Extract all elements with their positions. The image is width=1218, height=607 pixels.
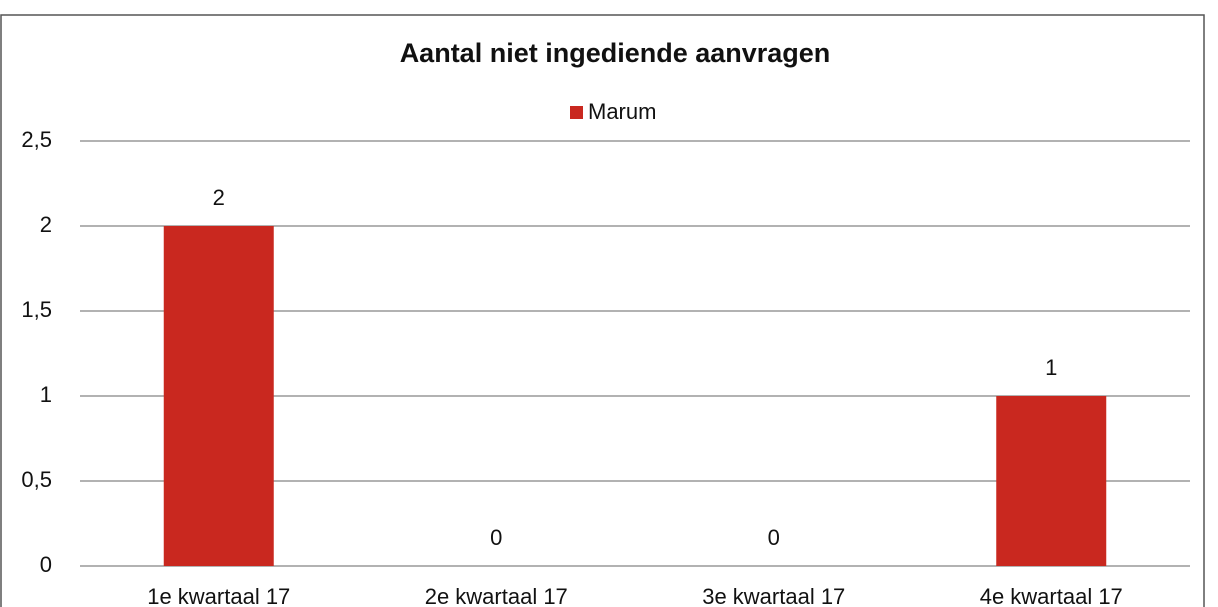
x-tick-label: 2e kwartaal 17 <box>425 584 568 607</box>
y-tick-label: 2 <box>40 212 52 237</box>
x-tick-label: 4e kwartaal 17 <box>980 584 1123 607</box>
y-tick-label: 1,5 <box>21 297 52 322</box>
chart-title: Aantal niet ingediende aanvragen <box>400 38 831 68</box>
bar <box>163 226 274 566</box>
x-tick-label: 3e kwartaal 17 <box>702 584 845 607</box>
bar <box>996 396 1107 566</box>
chart-frame <box>0 14 1205 607</box>
data-label: 2 <box>213 185 225 210</box>
y-tick-label: 0,5 <box>21 467 52 492</box>
y-tick-label: 0 <box>40 552 52 577</box>
y-tick-label: 1 <box>40 382 52 407</box>
legend-label: Marum <box>588 99 656 124</box>
data-label: 0 <box>768 525 780 550</box>
x-tick-label: 1e kwartaal 17 <box>147 584 290 607</box>
y-tick-label: 2,5 <box>21 127 52 152</box>
data-label: 0 <box>490 525 502 550</box>
legend-swatch <box>570 106 583 119</box>
data-label: 1 <box>1045 355 1057 380</box>
